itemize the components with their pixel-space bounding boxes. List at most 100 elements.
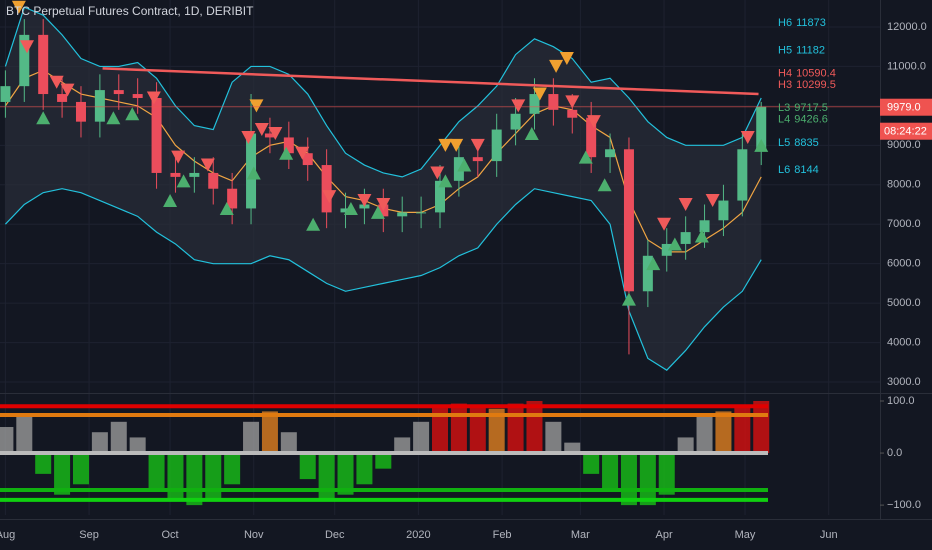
y-tick-label: 8000.0 bbox=[887, 179, 921, 191]
signal-marker bbox=[532, 87, 547, 101]
oscillator-bar bbox=[167, 453, 184, 500]
oscillator-bar bbox=[337, 453, 354, 495]
x-tick-label: May bbox=[735, 529, 756, 541]
level-label: H3 10299.5 bbox=[778, 79, 836, 91]
oscillator-bar bbox=[243, 421, 260, 454]
signal-marker bbox=[295, 146, 310, 160]
level-value: 10590.4 bbox=[796, 67, 836, 79]
candle-body bbox=[189, 172, 200, 177]
y-tick-label: 0.0 bbox=[887, 447, 902, 459]
level-label: L5 8835 bbox=[778, 137, 819, 149]
signal-marker bbox=[241, 130, 256, 144]
oscillator-bar bbox=[72, 453, 89, 485]
candle-body bbox=[586, 117, 597, 158]
y-tick-label: 3000.0 bbox=[887, 376, 921, 388]
oscillator-bar bbox=[677, 437, 694, 454]
candle-body bbox=[283, 137, 294, 154]
signal-marker bbox=[370, 205, 385, 219]
signal-marker bbox=[524, 126, 539, 140]
y-tick-label: 6000.0 bbox=[887, 258, 921, 270]
level-label: H5 11182 bbox=[778, 44, 825, 56]
level-label: H6 11873 bbox=[778, 17, 826, 29]
last-price-box bbox=[880, 98, 932, 116]
oscillator-bar bbox=[620, 453, 637, 506]
signal-marker bbox=[438, 138, 453, 152]
x-tick-label: Apr bbox=[655, 529, 672, 541]
candle-body bbox=[75, 101, 86, 122]
oscillator-bar bbox=[91, 432, 108, 454]
level-value: 10299.5 bbox=[796, 79, 836, 91]
y-tick-label: 12000.0 bbox=[887, 21, 927, 33]
signal-marker bbox=[740, 130, 755, 144]
candle-body bbox=[756, 106, 767, 150]
plot bbox=[0, 0, 880, 506]
oscillator-bar bbox=[526, 400, 543, 454]
oscillator-bar bbox=[450, 403, 467, 454]
x-tick-label: 2020 bbox=[406, 529, 430, 541]
oscillator-bar bbox=[280, 432, 297, 454]
oscillator-bar bbox=[469, 406, 486, 454]
candle-body bbox=[19, 34, 30, 87]
level-name: L4 bbox=[778, 113, 790, 125]
signal-marker bbox=[565, 95, 580, 109]
candle-body bbox=[548, 94, 559, 110]
signal-marker bbox=[19, 40, 34, 54]
y-tick-label: 100.0 bbox=[887, 395, 915, 407]
signal-marker bbox=[578, 150, 593, 164]
candle-body bbox=[321, 165, 332, 213]
signal-marker bbox=[754, 138, 769, 152]
signal-marker bbox=[11, 0, 26, 14]
countdown-box bbox=[880, 122, 932, 140]
candle-body bbox=[113, 90, 124, 95]
level-name: H6 bbox=[778, 17, 792, 29]
oscillator-bar bbox=[318, 453, 335, 500]
candle-body bbox=[151, 97, 162, 173]
level-label: H4 10590.4 bbox=[778, 67, 836, 79]
signal-marker bbox=[268, 126, 283, 140]
level-name: L6 bbox=[778, 164, 790, 176]
x-tick-label: Nov bbox=[244, 529, 264, 541]
candle-body bbox=[57, 94, 68, 102]
oscillator-bar bbox=[224, 453, 241, 485]
oscillator-bar bbox=[0, 427, 14, 454]
oscillator-bar bbox=[658, 453, 675, 495]
oscillator-bar bbox=[261, 411, 278, 454]
last-price-label: 9979.0 bbox=[887, 102, 921, 114]
oscillator-bar bbox=[16, 416, 33, 454]
signal-marker bbox=[667, 237, 682, 251]
level-name: L3 bbox=[778, 102, 790, 114]
signal-marker bbox=[146, 91, 161, 105]
x-tick-label: Mar bbox=[571, 529, 590, 541]
candle-body bbox=[661, 243, 672, 256]
x-tick-label: Feb bbox=[493, 529, 512, 541]
level-value: 9717.5 bbox=[794, 102, 828, 114]
oscillator-bar bbox=[375, 453, 392, 469]
oscillator-bar bbox=[564, 442, 581, 454]
indicator-line bbox=[4, 6, 762, 178]
signal-marker bbox=[678, 198, 693, 212]
candle-body bbox=[623, 149, 634, 292]
x-tick-label: Aug bbox=[0, 529, 15, 541]
chart-title: BTC Perpetual Futures Contract, 1D, DERI… bbox=[6, 4, 254, 18]
signal-marker bbox=[125, 107, 140, 121]
level-label: L6 8144 bbox=[778, 164, 819, 176]
candle-body bbox=[435, 180, 445, 213]
signal-marker bbox=[279, 146, 294, 160]
oscillator-bar bbox=[583, 453, 600, 474]
candle-body bbox=[416, 212, 427, 214]
signal-marker bbox=[621, 292, 636, 306]
candle-body bbox=[397, 212, 408, 217]
oscillator-bar bbox=[299, 453, 316, 480]
signal-marker bbox=[163, 194, 178, 208]
candle-body bbox=[132, 94, 143, 98]
oscillator-bar bbox=[394, 437, 411, 454]
candle-body bbox=[246, 133, 257, 209]
signal-marker bbox=[219, 201, 234, 215]
x-tick-label: Sep bbox=[79, 529, 99, 541]
countdown-label: 08:24:22 bbox=[884, 126, 927, 138]
signal-marker bbox=[705, 194, 720, 208]
candle-body bbox=[680, 232, 691, 244]
signal-marker bbox=[343, 201, 358, 215]
indicator-line bbox=[4, 188, 762, 371]
x-tick-label: Oct bbox=[161, 529, 178, 541]
